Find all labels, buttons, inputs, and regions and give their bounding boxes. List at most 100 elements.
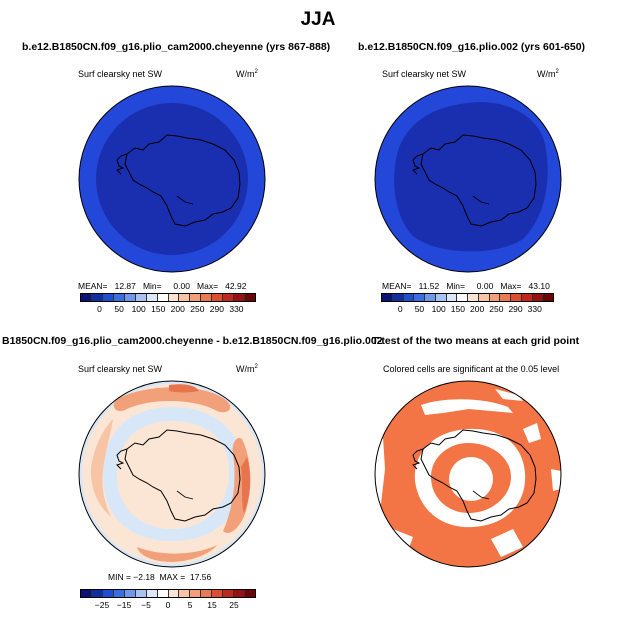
colorbar-tick-label: 330 bbox=[527, 304, 542, 314]
colorbar-swatch bbox=[234, 590, 246, 597]
figure-title: JJA bbox=[300, 9, 336, 30]
colorbar-tick-label: 100 bbox=[131, 304, 146, 314]
antarctic-peninsula bbox=[412, 448, 424, 470]
colorbar-swatch bbox=[511, 294, 522, 301]
panel-2-units: W/m2 bbox=[537, 69, 559, 79]
panel-3-colorbar-ticks: −25 −15 −5 0 5 15 25 bbox=[80, 600, 256, 612]
panel-3-colorbar bbox=[80, 589, 256, 598]
colorbar-tick-label: 290 bbox=[209, 304, 224, 314]
colorbar-swatch bbox=[102, 294, 114, 301]
insignificant-pole bbox=[449, 457, 493, 501]
panel-1-colorbar-ticks: 0 50 100 150 200 250 290 330 bbox=[80, 304, 256, 316]
colorbar-tick-label: 50 bbox=[114, 304, 124, 314]
colorbar-swatch bbox=[168, 294, 180, 301]
colorbar-swatch bbox=[81, 590, 92, 597]
colorbar-tick-label: 5 bbox=[187, 600, 193, 610]
panel-3-variable-label: Surf clearsky net SW bbox=[78, 364, 163, 374]
panel-3-title: B1850CN.f09_g16.plio_cam2000.cheyenne - … bbox=[2, 335, 383, 347]
colorbar-swatch bbox=[435, 294, 447, 301]
diff-orange-band-bottom bbox=[137, 545, 217, 562]
antarctica-coastline bbox=[124, 134, 241, 227]
colorbar-tick-label: 100 bbox=[431, 304, 446, 314]
map-interior bbox=[394, 102, 548, 252]
colorbar-swatch bbox=[135, 294, 147, 301]
colorbar-swatch bbox=[201, 294, 213, 301]
colorbar-swatch bbox=[201, 590, 213, 597]
insignificant-right-patch bbox=[523, 423, 541, 443]
colorbar-swatch bbox=[168, 590, 180, 597]
colorbar-swatch bbox=[543, 294, 553, 301]
diff-orange-band-top bbox=[113, 387, 231, 413]
panel-3-map bbox=[78, 380, 266, 568]
colorbar-swatch bbox=[392, 294, 404, 301]
antarctica-coastline bbox=[420, 134, 537, 227]
panel-2-map bbox=[374, 85, 562, 273]
colorbar-swatch bbox=[489, 294, 501, 301]
colorbar-swatch bbox=[146, 590, 158, 597]
colorbar-swatch bbox=[157, 294, 169, 301]
colorbar-tick-label: −5 bbox=[141, 600, 151, 610]
panel-2-title: b.e12.B1850CN.f09_g16.plio.002 (yrs 601-… bbox=[358, 41, 586, 53]
panel-3-units: W/m2 bbox=[236, 364, 258, 374]
map-interior bbox=[96, 103, 248, 255]
colorbar-tick-label: 250 bbox=[489, 304, 504, 314]
colorbar-swatch bbox=[135, 590, 147, 597]
panel-4-map bbox=[374, 380, 562, 568]
antarctica-coastline bbox=[124, 429, 241, 522]
colorbar-tick-label: 0 bbox=[397, 304, 403, 314]
colorbar-tick-label: −25 bbox=[94, 600, 110, 610]
panel-2-variable-label: Surf clearsky net SW bbox=[382, 69, 467, 79]
panel-2-colorbar bbox=[381, 293, 554, 302]
ice-shelf-line bbox=[176, 195, 194, 205]
antarctic-peninsula bbox=[116, 153, 128, 175]
colorbar-swatch bbox=[245, 590, 255, 597]
colorbar-tick-label: −15 bbox=[116, 600, 132, 610]
colorbar-swatch bbox=[414, 294, 425, 301]
colorbar-swatch bbox=[113, 590, 125, 597]
colorbar-swatch bbox=[179, 294, 191, 301]
colorbar-swatch bbox=[425, 294, 436, 301]
colorbar-swatch bbox=[212, 294, 224, 301]
colorbar-tick-label: 0 bbox=[165, 600, 171, 610]
panel-1-variable-label: Surf clearsky net SW bbox=[78, 69, 163, 79]
colorbar-swatch bbox=[446, 294, 458, 301]
panel-1-units: W/m2 bbox=[236, 69, 258, 79]
antarctic-peninsula bbox=[412, 153, 424, 175]
colorbar-swatch bbox=[478, 294, 490, 301]
colorbar-swatch bbox=[500, 294, 511, 301]
colorbar-swatch bbox=[403, 294, 415, 301]
panel-1-title: b.e12.B1850CN.f09_g16.plio_cam2000.cheye… bbox=[22, 41, 331, 53]
colorbar-tick-label: 200 bbox=[170, 304, 185, 314]
colorbar-swatch bbox=[521, 294, 533, 301]
ice-shelf-line bbox=[472, 490, 490, 500]
colorbar-swatch bbox=[124, 294, 136, 301]
colorbar-swatch bbox=[91, 294, 103, 301]
colorbar-tick-label: 25 bbox=[229, 600, 239, 610]
colorbar-tick-label: 150 bbox=[151, 304, 166, 314]
colorbar-swatch bbox=[190, 294, 202, 301]
colorbar-tick-label: 0 bbox=[97, 304, 102, 314]
colorbar-swatch bbox=[146, 294, 158, 301]
colorbar-swatch bbox=[382, 294, 393, 301]
colorbar-swatch bbox=[223, 590, 235, 597]
colorbar-tick-label: 200 bbox=[470, 304, 485, 314]
insignificant-top-band bbox=[421, 399, 513, 415]
colorbar-tick-label: 330 bbox=[229, 304, 244, 314]
panel-4-title: T-test of the two means at each grid poi… bbox=[372, 335, 580, 347]
colorbar-swatch bbox=[91, 590, 103, 597]
colorbar-swatch bbox=[157, 590, 169, 597]
diff-red-band-top bbox=[169, 384, 199, 393]
diff-inner-base bbox=[117, 421, 230, 529]
panel-3-stats: MIN = −2.18 MAX = 17.56 bbox=[108, 572, 212, 582]
ice-shelf-line bbox=[176, 490, 194, 500]
panel-1-stats: MEAN= 12.87 Min= 0.00 Max= 42.92 bbox=[78, 281, 247, 291]
colorbar-swatch bbox=[190, 590, 202, 597]
colorbar-tick-label: 150 bbox=[450, 304, 465, 314]
colorbar-swatch bbox=[124, 590, 136, 597]
colorbar-tick-label: 290 bbox=[508, 304, 523, 314]
antarctic-peninsula bbox=[116, 448, 128, 470]
colorbar-tick-label: 50 bbox=[414, 304, 425, 314]
diff-red-band-right bbox=[241, 457, 251, 513]
colorbar-swatch bbox=[113, 294, 125, 301]
colorbar-swatch bbox=[468, 294, 479, 301]
